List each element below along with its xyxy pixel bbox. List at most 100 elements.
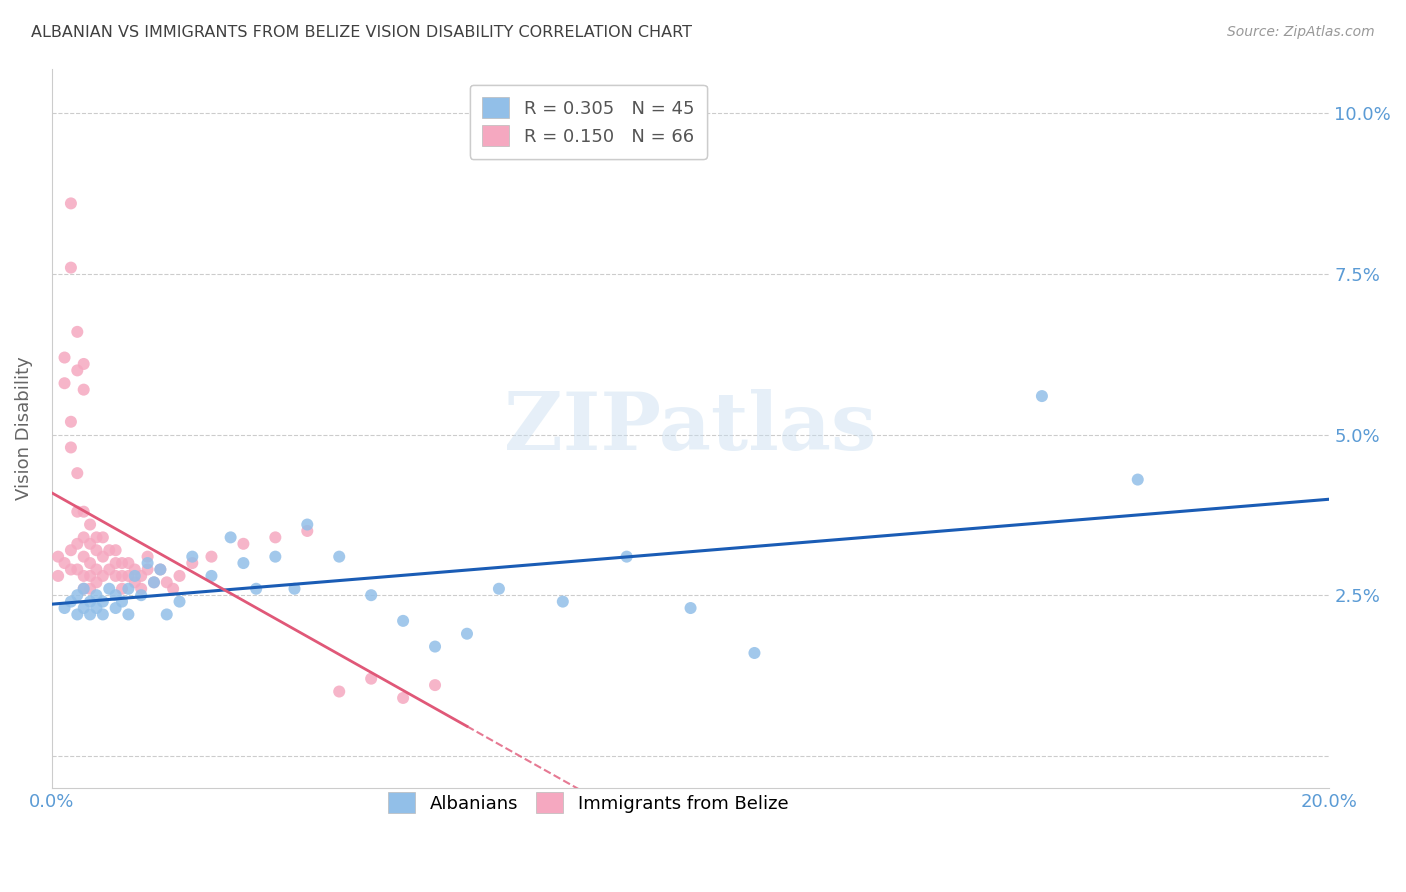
Point — [91, 594, 114, 608]
Legend: Albanians, Immigrants from Belize: Albanians, Immigrants from Belize — [375, 780, 801, 826]
Point — [328, 549, 350, 564]
Point — [169, 594, 191, 608]
Point — [73, 582, 96, 596]
Point — [679, 601, 702, 615]
Point — [117, 569, 139, 583]
Point — [111, 582, 134, 596]
Point — [156, 607, 179, 622]
Text: ALBANIAN VS IMMIGRANTS FROM BELIZE VISION DISABILITY CORRELATION CHART: ALBANIAN VS IMMIGRANTS FROM BELIZE VISIO… — [31, 25, 692, 40]
Point — [111, 556, 134, 570]
Point — [66, 466, 89, 480]
Point — [98, 582, 121, 596]
Point — [551, 594, 574, 608]
Point — [392, 614, 415, 628]
Point — [264, 549, 287, 564]
Point — [104, 543, 127, 558]
Point — [46, 569, 69, 583]
Point — [98, 543, 121, 558]
Point — [79, 537, 101, 551]
Point — [136, 556, 159, 570]
Point — [156, 575, 179, 590]
Point — [488, 582, 510, 596]
Point — [98, 562, 121, 576]
Point — [744, 646, 766, 660]
Point — [423, 640, 446, 654]
Point — [79, 517, 101, 532]
Point — [59, 260, 82, 275]
Point — [245, 582, 267, 596]
Point — [360, 588, 382, 602]
Point — [200, 569, 222, 583]
Point — [66, 588, 89, 602]
Point — [73, 569, 96, 583]
Point — [392, 690, 415, 705]
Text: ZIPatlas: ZIPatlas — [505, 389, 877, 467]
Point — [53, 556, 76, 570]
Point — [59, 543, 82, 558]
Point — [59, 594, 82, 608]
Point — [456, 626, 478, 640]
Point — [86, 575, 108, 590]
Point — [328, 684, 350, 698]
Point — [91, 607, 114, 622]
Point — [136, 549, 159, 564]
Point — [73, 601, 96, 615]
Point — [59, 196, 82, 211]
Point — [117, 607, 139, 622]
Point — [616, 549, 638, 564]
Point — [86, 588, 108, 602]
Point — [104, 601, 127, 615]
Point — [86, 530, 108, 544]
Point — [117, 582, 139, 596]
Point — [117, 556, 139, 570]
Point — [59, 441, 82, 455]
Point — [91, 569, 114, 583]
Point — [297, 524, 319, 538]
Point — [149, 562, 172, 576]
Point — [129, 569, 152, 583]
Point — [111, 594, 134, 608]
Point — [124, 569, 146, 583]
Point — [86, 601, 108, 615]
Point — [169, 569, 191, 583]
Point — [219, 530, 242, 544]
Point — [73, 530, 96, 544]
Point — [59, 562, 82, 576]
Point — [143, 575, 166, 590]
Point — [124, 562, 146, 576]
Point — [297, 517, 319, 532]
Point — [104, 569, 127, 583]
Point — [1126, 473, 1149, 487]
Point — [53, 601, 76, 615]
Point — [104, 588, 127, 602]
Point — [86, 562, 108, 576]
Point — [53, 376, 76, 391]
Point — [66, 562, 89, 576]
Point — [136, 562, 159, 576]
Point — [79, 582, 101, 596]
Point — [73, 549, 96, 564]
Point — [124, 575, 146, 590]
Point — [149, 562, 172, 576]
Point — [129, 582, 152, 596]
Point — [66, 607, 89, 622]
Point — [200, 549, 222, 564]
Point — [66, 363, 89, 377]
Point — [73, 383, 96, 397]
Point — [73, 357, 96, 371]
Point — [232, 537, 254, 551]
Legend: R = 0.305   N = 45, R = 0.150   N = 66: R = 0.305 N = 45, R = 0.150 N = 66 — [470, 85, 707, 159]
Point — [59, 415, 82, 429]
Point — [1031, 389, 1053, 403]
Point — [360, 672, 382, 686]
Y-axis label: Vision Disability: Vision Disability — [15, 356, 32, 500]
Point — [264, 530, 287, 544]
Point — [143, 575, 166, 590]
Point — [111, 569, 134, 583]
Point — [91, 549, 114, 564]
Point — [73, 582, 96, 596]
Point — [91, 530, 114, 544]
Text: Source: ZipAtlas.com: Source: ZipAtlas.com — [1227, 25, 1375, 39]
Point — [66, 325, 89, 339]
Point — [66, 537, 89, 551]
